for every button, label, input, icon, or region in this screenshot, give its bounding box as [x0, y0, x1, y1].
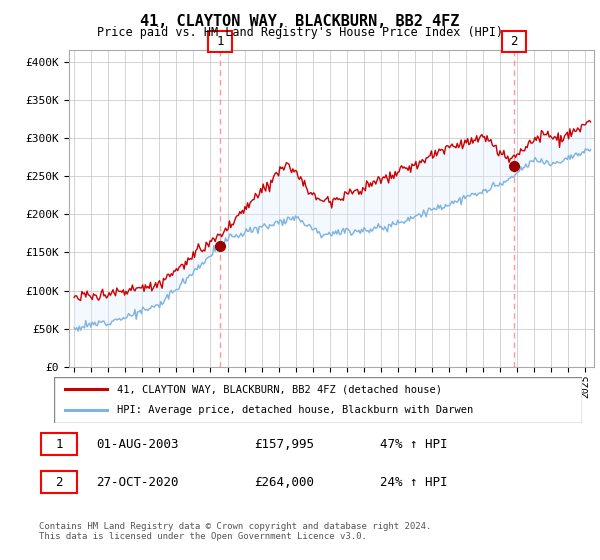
- Text: 41, CLAYTON WAY, BLACKBURN, BB2 4FZ: 41, CLAYTON WAY, BLACKBURN, BB2 4FZ: [140, 14, 460, 29]
- FancyBboxPatch shape: [54, 377, 582, 423]
- Text: 47% ↑ HPI: 47% ↑ HPI: [380, 438, 448, 451]
- Text: Contains HM Land Registry data © Crown copyright and database right 2024.
This d: Contains HM Land Registry data © Crown c…: [39, 522, 431, 542]
- Text: 41, CLAYTON WAY, BLACKBURN, BB2 4FZ (detached house): 41, CLAYTON WAY, BLACKBURN, BB2 4FZ (det…: [118, 384, 442, 394]
- Text: £264,000: £264,000: [254, 476, 314, 489]
- Text: 27-OCT-2020: 27-OCT-2020: [96, 476, 179, 489]
- Text: 01-AUG-2003: 01-AUG-2003: [96, 438, 179, 451]
- FancyBboxPatch shape: [41, 472, 77, 493]
- Text: 1: 1: [217, 35, 224, 48]
- Text: 2: 2: [55, 476, 63, 489]
- FancyBboxPatch shape: [208, 31, 232, 52]
- Text: 24% ↑ HPI: 24% ↑ HPI: [380, 476, 448, 489]
- Text: HPI: Average price, detached house, Blackburn with Darwen: HPI: Average price, detached house, Blac…: [118, 405, 473, 416]
- FancyBboxPatch shape: [502, 31, 526, 52]
- Text: Price paid vs. HM Land Registry's House Price Index (HPI): Price paid vs. HM Land Registry's House …: [97, 26, 503, 39]
- FancyBboxPatch shape: [41, 433, 77, 455]
- Text: 1: 1: [55, 438, 63, 451]
- Text: 2: 2: [511, 35, 518, 48]
- Text: £157,995: £157,995: [254, 438, 314, 451]
